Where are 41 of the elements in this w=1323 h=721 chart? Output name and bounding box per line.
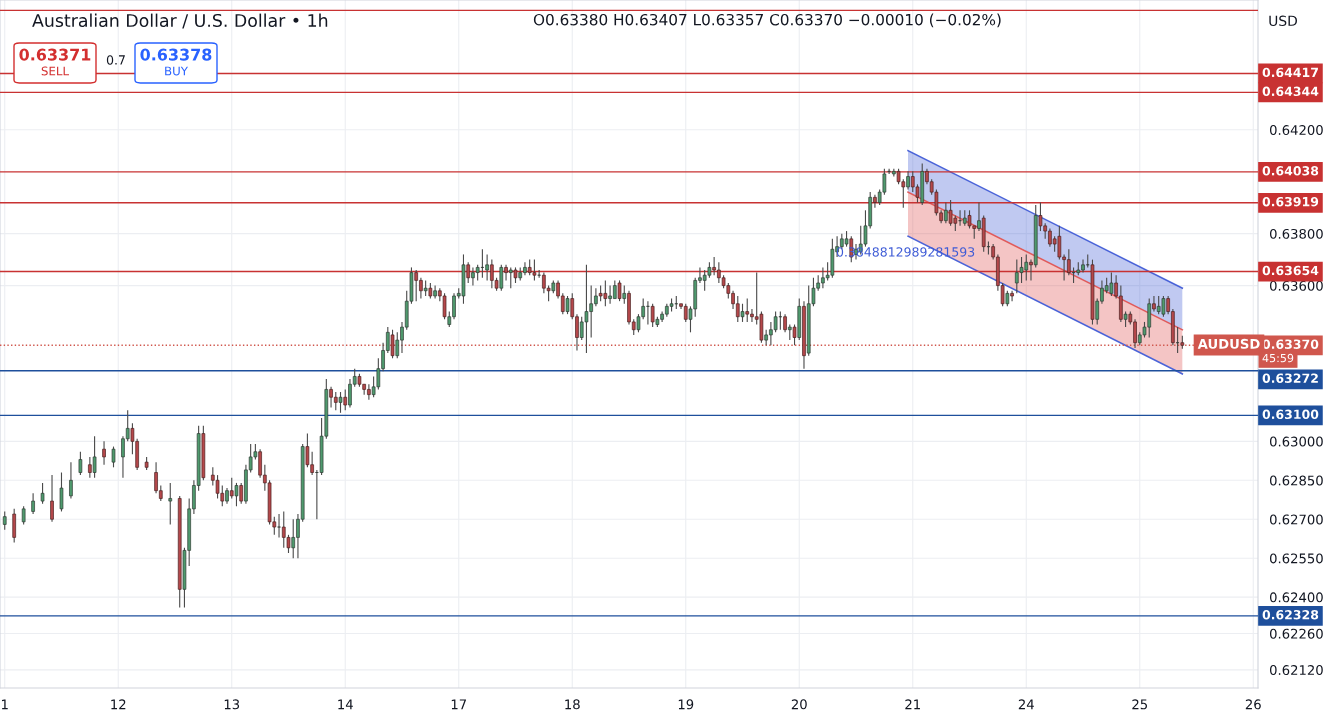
- annotation: BUY: [165, 66, 188, 76]
- x-tick-label: 24: [1018, 699, 1034, 710]
- ref-line-label: 0.63100: [1262, 409, 1319, 420]
- annotation: AUDUSD: [1197, 338, 1260, 349]
- annotation: O0.63380 H0.63407 L0.63357 C0.63370 −0.00010 (−0.02%): [533, 13, 1001, 28]
- x-tick-label: 26: [1245, 699, 1261, 710]
- text: USD: [1269, 15, 1298, 27]
- x-tick-label: 17: [451, 699, 467, 710]
- x-tick-label: 12: [111, 699, 126, 710]
- annotation: 0.63371: [19, 48, 91, 61]
- x-tick-label: 14: [338, 699, 353, 710]
- y-tick-label: 0.62260: [1269, 628, 1323, 639]
- x-tick-label: 18: [565, 699, 580, 710]
- ref-line-label: 0.63272: [1262, 373, 1318, 383]
- x-tick-label: 1: [1, 699, 8, 710]
- annotation: SELL: [41, 66, 69, 76]
- ref-line-label: 0.64344: [1262, 86, 1319, 97]
- x-tick-label: 19: [678, 699, 694, 710]
- x-tick-label: 25: [1132, 699, 1148, 710]
- y-tick-label: 0.62400: [1269, 592, 1323, 603]
- y-tick-label: 0.62850: [1269, 475, 1323, 486]
- y-tick-label: 0.62120: [1269, 665, 1323, 676]
- ref-line-label: 0.63919: [1262, 196, 1319, 207]
- x-tick-label: 13: [224, 699, 240, 710]
- annotation: 0.63378: [140, 48, 212, 61]
- x-tick-label: 21: [905, 699, 920, 710]
- y-tick-label: 0.63000: [1269, 436, 1323, 447]
- y-tick-label: 0.63800: [1269, 228, 1323, 239]
- x-tick-label: 20: [791, 699, 807, 710]
- ref-line-label: 0.64038: [1262, 166, 1319, 176]
- ref-line-label: 0.63370: [1262, 339, 1319, 349]
- y-tick-label: 0.63600: [1269, 280, 1323, 291]
- y-tick-label: 0.64200: [1269, 125, 1323, 136]
- text: Australian Dollar / U.S. Dollar • 1h: [32, 13, 328, 29]
- text: 45:59: [1262, 353, 1294, 363]
- ref-line-label: 0.63654: [1262, 265, 1319, 276]
- ref-line-label: 0.64417: [1262, 67, 1318, 78]
- ref-line-label: 0.62328: [1262, 610, 1319, 620]
- annotation: 0.7: [106, 55, 125, 65]
- y-tick-label: 0.62550: [1269, 553, 1323, 564]
- y-tick-label: 0.62700: [1269, 514, 1323, 525]
